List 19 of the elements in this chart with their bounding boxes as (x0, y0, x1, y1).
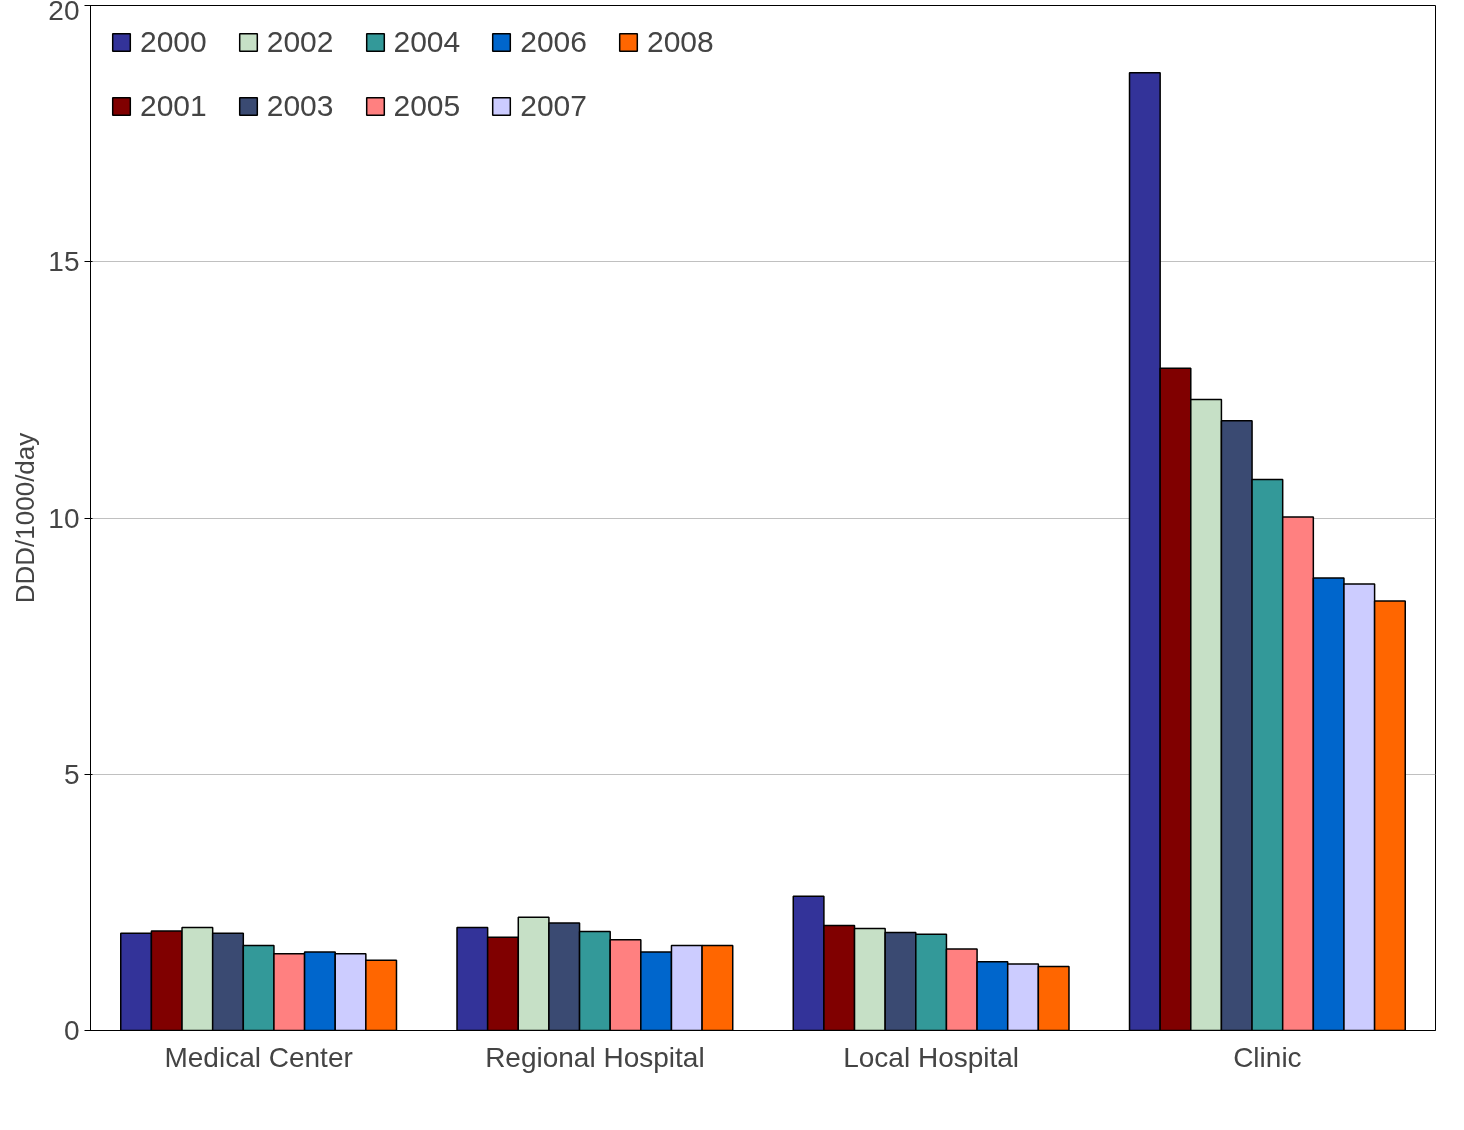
legend-label: 2000 (140, 25, 207, 59)
legend-label: 2008 (647, 25, 714, 59)
legend-label: 2007 (520, 89, 587, 123)
x-tick-label: Regional Hospital (485, 1041, 705, 1073)
y-tick-label: 20 (48, 0, 80, 26)
legend-label: 2004 (393, 25, 461, 59)
legend-label: 2005 (393, 89, 461, 123)
legend-label: 2002 (266, 25, 334, 59)
legend-label: 2006 (520, 25, 587, 59)
y-tick-label: 0 (63, 1015, 80, 1046)
legend-label: 2003 (266, 89, 334, 123)
x-tick-label: Medical Center (164, 1041, 353, 1073)
y-tick-label: 15 (48, 246, 80, 278)
y-tick-label: 5 (63, 758, 80, 790)
x-tick-label: Clinic (1233, 1041, 1302, 1073)
x-tick-label: Local Hospital (843, 1041, 1020, 1073)
legend-label: 2001 (140, 89, 207, 123)
y-axis-title: DDD/1000/day (10, 432, 41, 604)
y-tick-label: 10 (48, 502, 80, 534)
